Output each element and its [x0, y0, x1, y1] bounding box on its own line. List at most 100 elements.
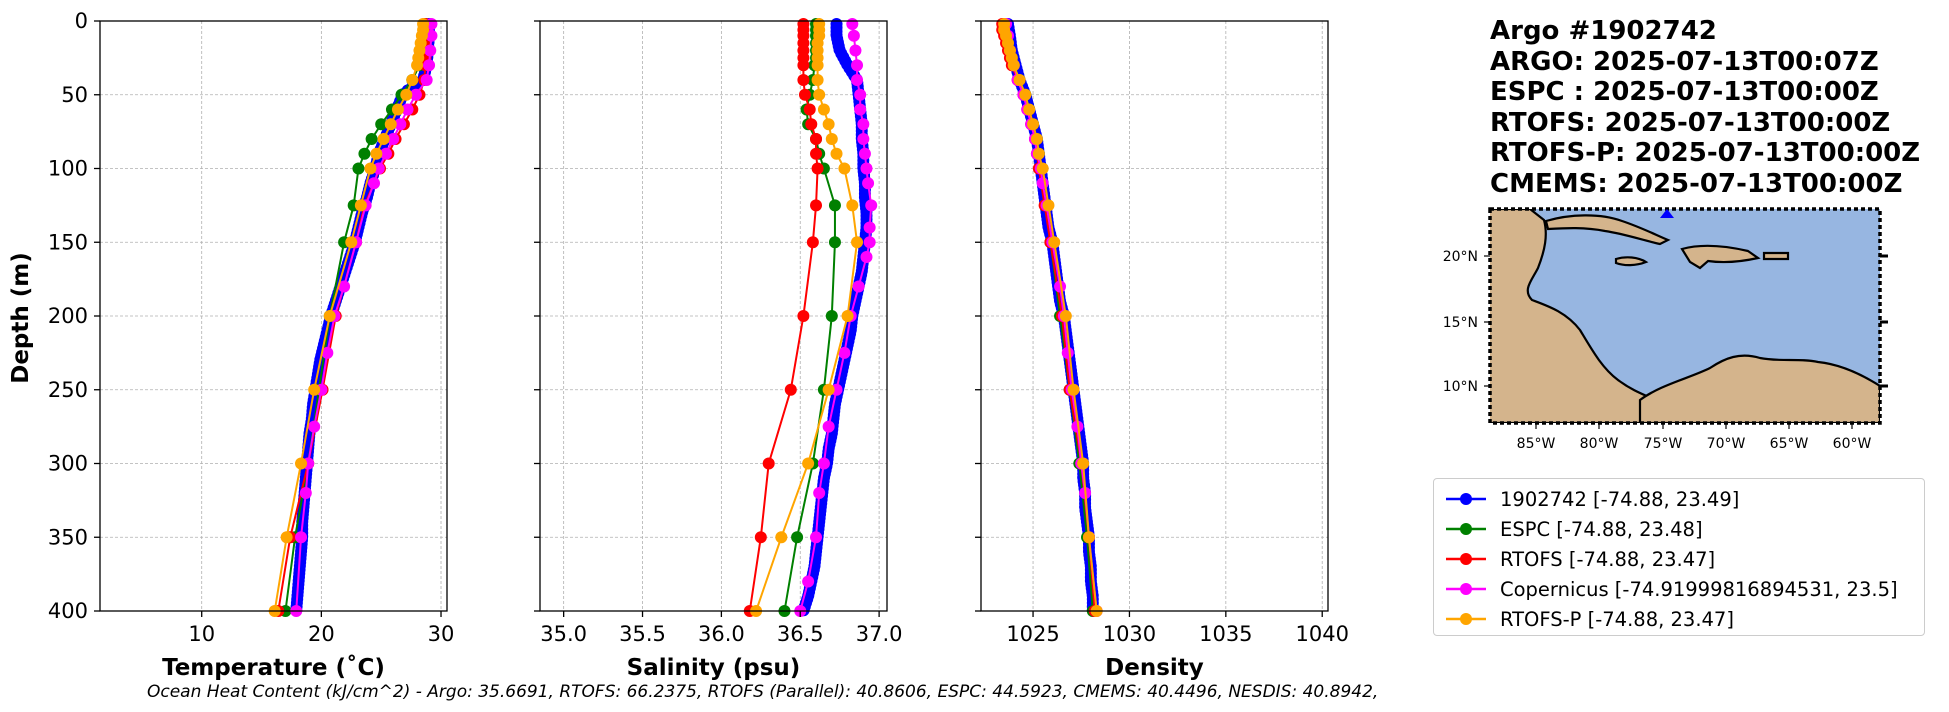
data-point	[365, 133, 378, 145]
data-point	[425, 29, 438, 42]
puerto-rico-land	[1762, 251, 1790, 261]
x-tick-label: 36.0	[698, 622, 745, 646]
legend-marker-copernicus	[1446, 583, 1486, 595]
data-point	[813, 88, 826, 101]
central-america-land	[1490, 209, 1672, 423]
series-rtofs-p	[268, 17, 430, 617]
data-point	[1061, 346, 1074, 359]
data-point	[308, 420, 321, 433]
legend-item-copernicus: Copernicus [-74.91999816894531, 23.5]	[1444, 577, 1898, 601]
data-point	[394, 118, 407, 131]
data-point	[375, 118, 388, 131]
legend-marker-argo	[1446, 493, 1486, 505]
data-point	[354, 199, 367, 212]
data-point	[424, 44, 437, 57]
map-lat-label: 15°N	[1443, 315, 1478, 331]
series-line-1902742	[1006, 23, 1095, 611]
data-point	[791, 531, 804, 544]
data-point	[775, 531, 788, 544]
data-point	[784, 383, 797, 396]
data-point	[321, 346, 334, 359]
data-point	[811, 74, 824, 86]
data-point	[1027, 118, 1040, 131]
x-tick-label: 35.5	[619, 622, 666, 646]
map-lat-label: 20°N	[1443, 249, 1478, 265]
legend-label-rtofs: RTOFS [-74.88, 23.47]	[1500, 547, 1716, 571]
series-rtofs	[743, 17, 824, 617]
series-copernicus	[290, 17, 438, 617]
data-point	[857, 118, 870, 131]
map-lon-label: 60°W	[1833, 436, 1872, 452]
series-line-rtofs	[1001, 23, 1096, 612]
data-point	[828, 236, 841, 249]
x-tick-label: 1025	[1006, 622, 1059, 646]
data-point	[862, 177, 875, 190]
data-point	[1077, 457, 1090, 470]
data-point	[1023, 103, 1036, 116]
data-point	[423, 59, 436, 72]
data-point	[813, 487, 826, 499]
y-tick-label: 50	[61, 83, 88, 107]
inset-map: 85°W 80°W 75°W 70°W 65°W 60°W 20°N 15°N 10°N	[1443, 207, 1888, 452]
panel-2: 35.0 35.5 36.0 36.5 37.0 Salinity (psu)	[534, 17, 902, 681]
panel-1: 10 20 30050100150200250300350400Temperatur…	[48, 9, 454, 681]
cuba-land	[1544, 214, 1671, 246]
data-point	[797, 310, 810, 322]
title-block: Argo #1902742 ARGO: 2025-07-13T00:07Z ES…	[1490, 16, 1920, 199]
series-1902742	[1001, 17, 1099, 617]
data-point	[1019, 88, 1032, 101]
data-point	[379, 147, 392, 160]
data-point	[372, 162, 385, 175]
data-point	[825, 310, 838, 322]
data-point	[345, 236, 358, 249]
data-point	[411, 59, 424, 72]
legend-label-argo: 1902742 [-74.88, 23.49]	[1500, 487, 1740, 511]
series-line-espc	[1003, 23, 1094, 612]
ohc-footer: Ocean Heat Content (kJ/cm^2) - Argo: 35.…	[147, 682, 1379, 702]
data-point	[1036, 162, 1049, 175]
x-axis-label: Salinity (psu)	[627, 655, 801, 681]
y-tick-label: 350	[48, 525, 88, 549]
data-point	[323, 310, 336, 322]
panel-3: 1025 1030 1035 1040 Density	[975, 17, 1349, 681]
data-point	[1048, 236, 1061, 249]
data-point	[863, 236, 876, 249]
data-point	[377, 133, 390, 145]
data-point	[847, 29, 860, 42]
data-point	[805, 118, 818, 131]
title-cmems-time: CMEMS: 2025-07-13T00:00Z	[1490, 168, 1903, 199]
y-tick-label: 150	[48, 230, 88, 254]
x-tick-label: 36.5	[777, 622, 824, 646]
data-point	[810, 147, 823, 160]
data-point	[810, 531, 823, 544]
data-point	[802, 575, 815, 588]
data-point	[420, 74, 433, 86]
data-point	[846, 199, 859, 212]
x-tick-label: 10	[188, 622, 215, 646]
data-point	[1082, 531, 1095, 544]
data-point	[364, 162, 377, 175]
data-point	[830, 147, 843, 160]
map-frame	[1488, 207, 1882, 425]
data-point	[1054, 280, 1067, 293]
legend-marker-rtofs-p	[1446, 613, 1486, 625]
data-point	[857, 133, 870, 145]
data-point	[797, 59, 810, 72]
data-point	[806, 236, 819, 249]
data-point	[754, 531, 767, 544]
data-point	[762, 457, 775, 470]
map-lat-label: 10°N	[1443, 379, 1478, 395]
x-tick-label: 1040	[1295, 622, 1348, 646]
data-point	[802, 457, 815, 470]
jamaica-land	[1614, 256, 1649, 267]
data-point	[838, 346, 851, 359]
data-point	[858, 147, 871, 160]
y-tick-label: 300	[48, 452, 88, 476]
data-point	[817, 103, 830, 116]
data-point	[280, 531, 293, 544]
legend-label-espc: ESPC [-74.88, 23.48]	[1500, 517, 1703, 541]
legend-label-rtofs-p: RTOFS-P [-74.88, 23.47]	[1500, 607, 1734, 631]
x-tick-label: 1035	[1199, 622, 1252, 646]
title-argo: Argo #1902742	[1490, 16, 1717, 46]
data-point	[822, 118, 835, 131]
